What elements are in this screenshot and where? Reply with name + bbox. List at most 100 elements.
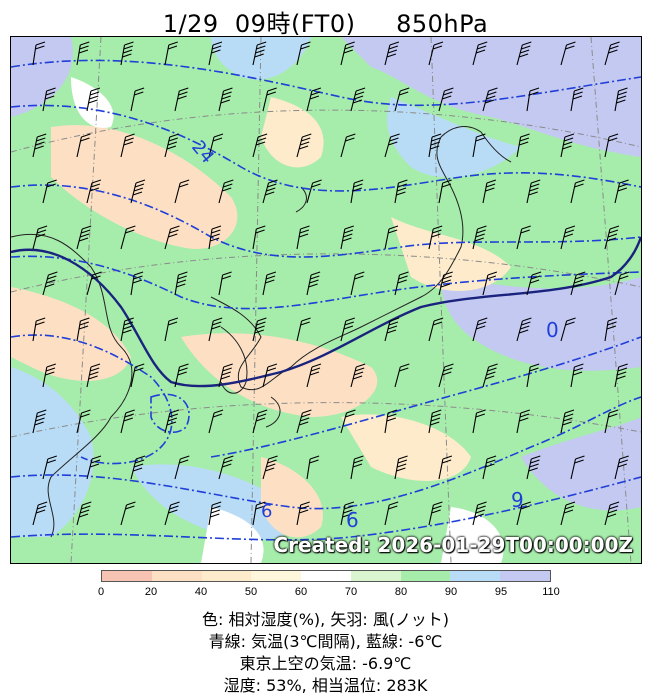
wind-barb bbox=[384, 501, 399, 526]
humidity-region bbox=[391, 217, 511, 291]
colorbar-segment bbox=[500, 571, 551, 581]
wind-barb bbox=[42, 363, 56, 388]
caption-temperature-lines: 青線: 気温(3℃間隔), 藍線: -6℃ bbox=[208, 632, 443, 651]
wind-barb bbox=[130, 271, 144, 296]
wind-barb bbox=[42, 455, 57, 480]
wind-barb bbox=[614, 87, 628, 112]
wind-barb bbox=[208, 133, 224, 158]
wind-barb bbox=[252, 225, 266, 250]
humidity-region bbox=[521, 417, 641, 511]
humidity-region bbox=[441, 277, 641, 371]
wind-barb bbox=[570, 363, 584, 388]
wind-barb bbox=[604, 501, 620, 526]
wind-barb bbox=[438, 363, 454, 388]
colorbar-tick-label: 20 bbox=[144, 586, 158, 598]
wind-barb bbox=[560, 409, 575, 434]
wind-barb bbox=[76, 133, 91, 158]
wind-barb bbox=[516, 317, 532, 342]
wind-barb bbox=[120, 409, 135, 434]
wind-barb bbox=[394, 87, 410, 112]
wind-barb bbox=[120, 133, 135, 158]
wind-barb bbox=[516, 409, 530, 434]
wind-barb bbox=[306, 271, 321, 296]
wind-barb bbox=[32, 133, 47, 158]
wind-barb bbox=[438, 87, 454, 112]
wind-barb bbox=[32, 501, 48, 526]
wind-barb bbox=[604, 317, 618, 342]
colorbar-tick-label: 95 bbox=[494, 586, 508, 598]
wind-barb bbox=[394, 179, 408, 204]
chart-title: 1/29 09時(FT0) 850hPa bbox=[162, 10, 489, 38]
wind-barb bbox=[340, 317, 355, 342]
wind-barb bbox=[76, 41, 90, 66]
wind-barb bbox=[560, 225, 576, 250]
wind-barb bbox=[472, 501, 487, 526]
wind-barb bbox=[252, 317, 267, 342]
wind-barb bbox=[164, 41, 178, 66]
wind-barb bbox=[252, 501, 266, 526]
humidity-region bbox=[201, 507, 264, 563]
wind-barb bbox=[570, 271, 586, 296]
colorbar-tick-label: 70 bbox=[344, 586, 358, 598]
wind-barb bbox=[296, 317, 311, 342]
wind-barb bbox=[306, 455, 320, 480]
wind-barb bbox=[384, 41, 400, 66]
colorbar-segment bbox=[301, 571, 351, 581]
wind-barb bbox=[296, 409, 312, 434]
contour-label: 0 bbox=[546, 318, 559, 342]
temperature-contours bbox=[11, 59, 641, 541]
colorbar-tick-label: 110 bbox=[542, 586, 560, 598]
wind-barb bbox=[350, 271, 365, 296]
wind-barb bbox=[350, 179, 364, 204]
wind-barb bbox=[394, 363, 410, 388]
contour-label: 6 bbox=[261, 501, 272, 522]
wind-barb bbox=[76, 409, 91, 434]
wind-barb bbox=[262, 271, 277, 296]
wind-barb bbox=[516, 501, 531, 526]
wind-barb bbox=[130, 179, 146, 204]
wind-barb bbox=[560, 41, 576, 66]
wind-barb bbox=[472, 317, 488, 342]
wind-barb bbox=[296, 225, 310, 250]
colorbar-tick-label: 60 bbox=[294, 586, 308, 598]
wind-barb bbox=[86, 455, 102, 480]
wind-barb bbox=[130, 87, 145, 112]
colorbar-segment bbox=[102, 571, 152, 581]
wind-barb bbox=[32, 317, 46, 342]
wind-barb bbox=[614, 271, 630, 296]
humidity-region bbox=[11, 287, 131, 381]
wind-barb bbox=[218, 271, 232, 296]
wind-barb bbox=[394, 455, 408, 480]
wind-barb bbox=[516, 41, 532, 66]
wind-barb bbox=[340, 41, 355, 66]
wind-barb bbox=[384, 317, 400, 342]
wind-barb bbox=[252, 409, 268, 434]
wind-barb bbox=[482, 455, 497, 480]
wind-barb bbox=[472, 133, 486, 158]
wind-barb bbox=[516, 133, 530, 158]
wind-barb bbox=[482, 87, 498, 112]
wind-barb bbox=[76, 501, 92, 526]
humidity-region bbox=[11, 367, 94, 537]
humidity-region bbox=[341, 414, 471, 481]
wind-barb bbox=[252, 133, 268, 158]
wind-barb bbox=[76, 317, 90, 342]
wind-barb bbox=[120, 41, 134, 66]
wind-barb bbox=[164, 317, 179, 342]
wind-barb bbox=[340, 409, 356, 434]
colorbar-ticks: 0 20 40 50 60 70 80 90 95 110 bbox=[98, 586, 560, 600]
wind-barb bbox=[208, 409, 224, 434]
wind-barb bbox=[164, 133, 179, 158]
wind-barb bbox=[120, 317, 134, 342]
wind-barb bbox=[428, 317, 444, 342]
humidity-region bbox=[261, 457, 323, 538]
humidity-region bbox=[261, 97, 324, 168]
wind-barb bbox=[32, 409, 47, 434]
wind-barb bbox=[296, 41, 311, 66]
wind-barb bbox=[42, 179, 57, 204]
wind-barb bbox=[384, 225, 399, 250]
wind-barb bbox=[164, 225, 180, 250]
wind-barb bbox=[560, 317, 576, 342]
colorbar-tick-label: 40 bbox=[194, 586, 208, 598]
wind-barb bbox=[32, 225, 48, 250]
